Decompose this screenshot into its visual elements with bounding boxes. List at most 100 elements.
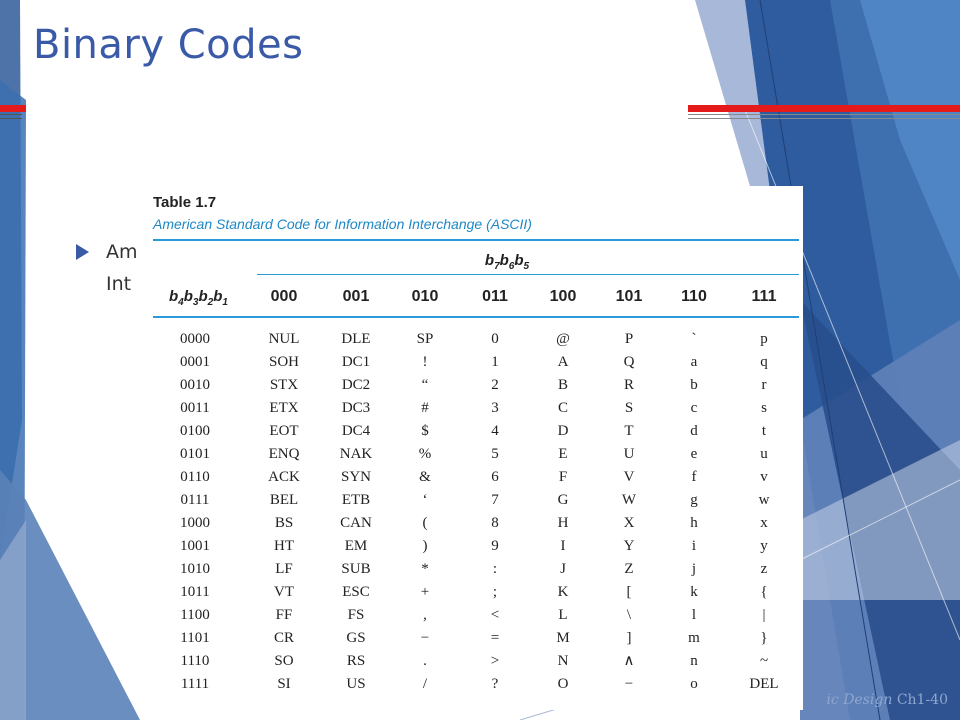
table-cell: B — [557, 377, 568, 393]
right-triangle-arrow-icon — [76, 244, 89, 260]
column-group-header: b7b6b5 — [484, 252, 530, 272]
table-cell: z — [760, 561, 768, 577]
table-cell: { — [760, 584, 768, 600]
row-code: 0011 — [180, 400, 210, 416]
table-cell: SI — [277, 676, 291, 692]
table-cell: s — [761, 400, 767, 416]
table-cell: | — [762, 607, 766, 623]
table-cell: C — [557, 400, 568, 416]
row-code: 1000 — [180, 515, 210, 531]
table-cell: 5 — [491, 446, 499, 462]
table-cell: ETX — [269, 400, 299, 416]
table-cell: SO — [274, 653, 294, 669]
bullet-text-line2: Int — [106, 273, 132, 295]
table-cell: ] — [626, 630, 632, 646]
table-cell: DC2 — [341, 377, 371, 393]
table-cell: @ — [556, 331, 570, 347]
table-cell: F — [558, 469, 568, 485]
table-cell: FS — [347, 607, 365, 623]
table-cell: 4 — [491, 423, 499, 439]
table-cell: m — [688, 630, 700, 646]
row-code: 0110 — [180, 469, 210, 485]
table-cell: − — [624, 676, 634, 692]
table-cell: X — [623, 515, 635, 531]
table-cell: NUL — [268, 331, 300, 347]
table-cell: . — [423, 653, 427, 669]
table-cell: v — [760, 469, 768, 485]
table-cell: O — [557, 676, 569, 692]
table-cell: q — [760, 354, 768, 370]
table-cell: DC3 — [341, 400, 371, 416]
table-cell: DLE — [341, 331, 371, 347]
table-cell: = — [490, 630, 500, 646]
table-cell: ‘ — [422, 492, 428, 508]
table-cell: ENQ — [268, 446, 300, 462]
table-cell: g — [690, 492, 698, 508]
table-subtitle: American Standard Code for Information I… — [153, 216, 532, 232]
table-cell: V — [623, 469, 635, 485]
table-cell: SUB — [341, 561, 371, 577]
table-cell: ~ — [759, 653, 769, 669]
table-cell: NAK — [339, 446, 373, 462]
table-cell: ! — [422, 354, 428, 370]
table-cell: HT — [274, 538, 294, 554]
table-cell: } — [760, 630, 768, 646]
table-cell: ) — [422, 538, 428, 554]
table-cell: f — [691, 469, 697, 485]
table-cell: STX — [269, 377, 299, 393]
table-cell: H — [557, 515, 569, 531]
row-code: 1100 — [180, 607, 210, 623]
table-cell: c — [690, 400, 698, 416]
table-cell: A — [557, 354, 569, 370]
row-code: 1001 — [180, 538, 210, 554]
table-cell: y — [760, 538, 768, 554]
slide-title: Binary Codes — [33, 22, 304, 68]
table-cell: ETB — [341, 492, 371, 508]
table-cell: DC1 — [341, 354, 371, 370]
table-cell: a — [690, 354, 698, 370]
table-cell: G — [557, 492, 569, 508]
table-cell: o — [690, 676, 698, 692]
table-cell: n — [690, 653, 698, 669]
table-cell: R — [623, 377, 634, 393]
table-cell: DEL — [749, 676, 779, 692]
row-code: 1111 — [180, 676, 210, 692]
table-cell: U — [623, 446, 635, 462]
table-cell: US — [346, 676, 366, 692]
table-cell: BEL — [269, 492, 299, 508]
table-cell: N — [557, 653, 569, 669]
table-cell: T — [624, 423, 634, 439]
table-cell: 3 — [491, 400, 499, 416]
table-cell: J — [560, 561, 566, 577]
table-cell: : — [492, 561, 498, 577]
table-caption: Table 1.7 — [153, 194, 217, 211]
row-code: 1110 — [180, 653, 210, 669]
table-cell: “ — [421, 377, 429, 393]
table-cell: S — [624, 400, 634, 416]
table-cell: Q — [623, 354, 635, 370]
row-code: 0001 — [180, 354, 210, 370]
table-cell: BS — [274, 515, 294, 531]
table-cell: SYN — [340, 469, 371, 485]
table-cell: Y — [623, 538, 635, 554]
table-cell: EM — [344, 538, 368, 554]
table-cell: L — [558, 607, 568, 623]
table-cell: 1 — [491, 354, 499, 370]
table-cell: ESC — [342, 584, 370, 600]
column-header: 000 — [270, 288, 298, 305]
row-code: 0101 — [180, 446, 210, 462]
table-cell: ACK — [268, 469, 300, 485]
table-cell: h — [690, 515, 698, 531]
table-cell: I — [560, 538, 566, 554]
table-cell: l — [691, 607, 697, 623]
table-cell: M — [556, 630, 570, 646]
row-code: 0111 — [180, 492, 210, 508]
table-cell: d — [690, 423, 698, 439]
table-cell: DC4 — [341, 423, 371, 439]
row-code: 1101 — [180, 630, 210, 646]
table-cell: + — [420, 584, 430, 600]
table-cell: EOT — [269, 423, 299, 439]
table-cell: SOH — [268, 354, 299, 370]
table-cell: u — [760, 446, 768, 462]
